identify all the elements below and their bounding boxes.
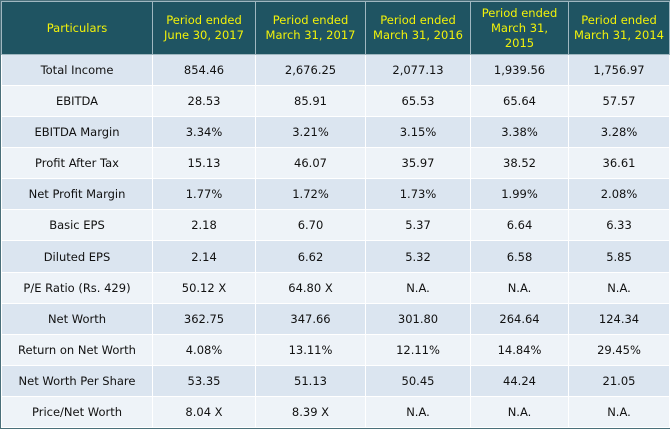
table-cell: 85.91 [255, 85, 366, 118]
table-cell: 264.64 [470, 302, 569, 335]
table-cell: 53.35 [152, 364, 256, 397]
row-label: EBITDA [1, 85, 153, 118]
table-cell: 38.52 [470, 147, 569, 180]
table-row: EBITDA 28.53 85.91 65.53 65.64 57.57 [1, 85, 670, 118]
table-cell: 35.97 [365, 147, 471, 180]
table-cell: 12.11% [365, 333, 471, 366]
header-cell: Period ended March 31, 2016 [365, 1, 471, 55]
table-cell: 1.99% [470, 178, 569, 211]
table-cell: N.A. [365, 271, 471, 304]
row-label: EBITDA Margin [1, 116, 153, 149]
table-cell: 2,077.13 [365, 53, 471, 87]
table-cell: 3.21% [255, 116, 366, 149]
header-cell: Period ended March 31, 2015 [470, 1, 569, 55]
table-cell: 44.24 [470, 364, 569, 397]
table-cell: 57.57 [568, 85, 670, 118]
header-row: Particulars Period ended June 30, 2017 Per… [1, 1, 670, 55]
table-cell: 1,756.97 [568, 53, 670, 87]
table-cell: 1.77% [152, 178, 256, 211]
table-cell: 28.53 [152, 85, 256, 118]
table-cell: 1.72% [255, 178, 366, 211]
table-cell: 347.66 [255, 302, 366, 335]
table-cell: 2.08% [568, 178, 670, 211]
table-cell: 5.37 [365, 209, 471, 242]
row-label: P/E Ratio (Rs. 429) [1, 271, 153, 304]
row-label: Net Worth [1, 302, 153, 335]
table-cell: 2,676.25 [255, 53, 366, 87]
table-cell: 6.64 [470, 209, 569, 242]
table-row: Profit After Tax 15.13 46.07 35.97 38.52 36.6… [1, 147, 670, 180]
table-cell: 15.13 [152, 147, 256, 180]
table-cell: 65.64 [470, 85, 569, 118]
row-label: Basic EPS [1, 209, 153, 242]
table-row: Basic EPS 2.18 6.70 5.37 6.64 6.33 [1, 209, 670, 242]
table-row: Price/Net Worth 8.04 X 8.39 X N.A. N.A. N.A. [1, 395, 670, 429]
table-row: EBITDA Margin 3.34% 3.21% 3.15% 3.38% 3.28% [1, 116, 670, 149]
table-row: Net Worth 362.75 347.66 301.80 264.64 124.34 [1, 302, 670, 335]
header-cell: Period ended June 30, 2017 [152, 1, 256, 55]
table-cell: 4.08% [152, 333, 256, 366]
header-cell: Period ended March 31, 2014 [568, 1, 670, 55]
table-row: Total Income 854.46 2,676.25 2,077.13 1,939.… [1, 53, 670, 87]
header-cell: Particulars [1, 1, 153, 55]
table-cell: 124.34 [568, 302, 670, 335]
table-cell: 51.13 [255, 364, 366, 397]
table-cell: 29.45% [568, 333, 670, 366]
table-cell: N.A. [568, 395, 670, 429]
table-cell: N.A. [365, 395, 471, 429]
table-cell: 65.53 [365, 85, 471, 118]
table-cell: 5.32 [365, 240, 471, 273]
table-cell: 3.34% [152, 116, 256, 149]
table-cell: 6.58 [470, 240, 569, 273]
table-cell: 301.80 [365, 302, 471, 335]
row-label: Total Income [1, 53, 153, 87]
table-cell: 64.80 X [255, 271, 366, 304]
table-cell: N.A. [470, 271, 569, 304]
table-cell: 50.12 X [152, 271, 256, 304]
table-cell: 50.45 [365, 364, 471, 397]
table-cell: 6.33 [568, 209, 670, 242]
row-label: Price/Net Worth [1, 395, 153, 429]
table-cell: 3.28% [568, 116, 670, 149]
table-cell: 3.38% [470, 116, 569, 149]
table-cell: 5.85 [568, 240, 670, 273]
table-row: Return on Net Worth 4.08% 13.11% 12.11% 14.8… [1, 333, 670, 366]
table-cell: 362.75 [152, 302, 256, 335]
table-body: Total Income 854.46 2,676.25 2,077.13 1,939.… [1, 53, 670, 429]
table-cell: 14.84% [470, 333, 569, 366]
table-cell: 8.39 X [255, 395, 366, 429]
table-row: Net Worth Per Share 53.35 51.13 50.45 44.24 2… [1, 364, 670, 397]
table-cell: 13.11% [255, 333, 366, 366]
table-cell: 1.73% [365, 178, 471, 211]
header-cell: Period ended March 31, 2017 [255, 1, 366, 55]
table-cell: 21.05 [568, 364, 670, 397]
table-row: Net Profit Margin 1.77% 1.72% 1.73% 1.99% 2.0… [1, 178, 670, 211]
table-row: P/E Ratio (Rs. 429) 50.12 X 64.80 X N.A. N.A… [1, 271, 670, 304]
row-label: Diluted EPS [1, 240, 153, 273]
table-cell: 6.70 [255, 209, 366, 242]
table-cell: 2.18 [152, 209, 256, 242]
table-cell: N.A. [470, 395, 569, 429]
table-cell: 3.15% [365, 116, 471, 149]
table-cell: 6.62 [255, 240, 366, 273]
row-label: Return on Net Worth [1, 333, 153, 366]
table-cell: 854.46 [152, 53, 256, 87]
table-cell: 8.04 X [152, 395, 256, 429]
table-cell: 2.14 [152, 240, 256, 273]
table-cell: N.A. [568, 271, 670, 304]
row-label: Net Profit Margin [1, 178, 153, 211]
table-cell: 46.07 [255, 147, 366, 180]
row-label: Profit After Tax [1, 147, 153, 180]
table-row: Diluted EPS 2.14 6.62 5.32 6.58 5.85 [1, 240, 670, 273]
row-label: Net Worth Per Share [1, 364, 153, 397]
table-cell: 36.61 [568, 147, 670, 180]
table-cell: 1,939.56 [470, 53, 569, 87]
